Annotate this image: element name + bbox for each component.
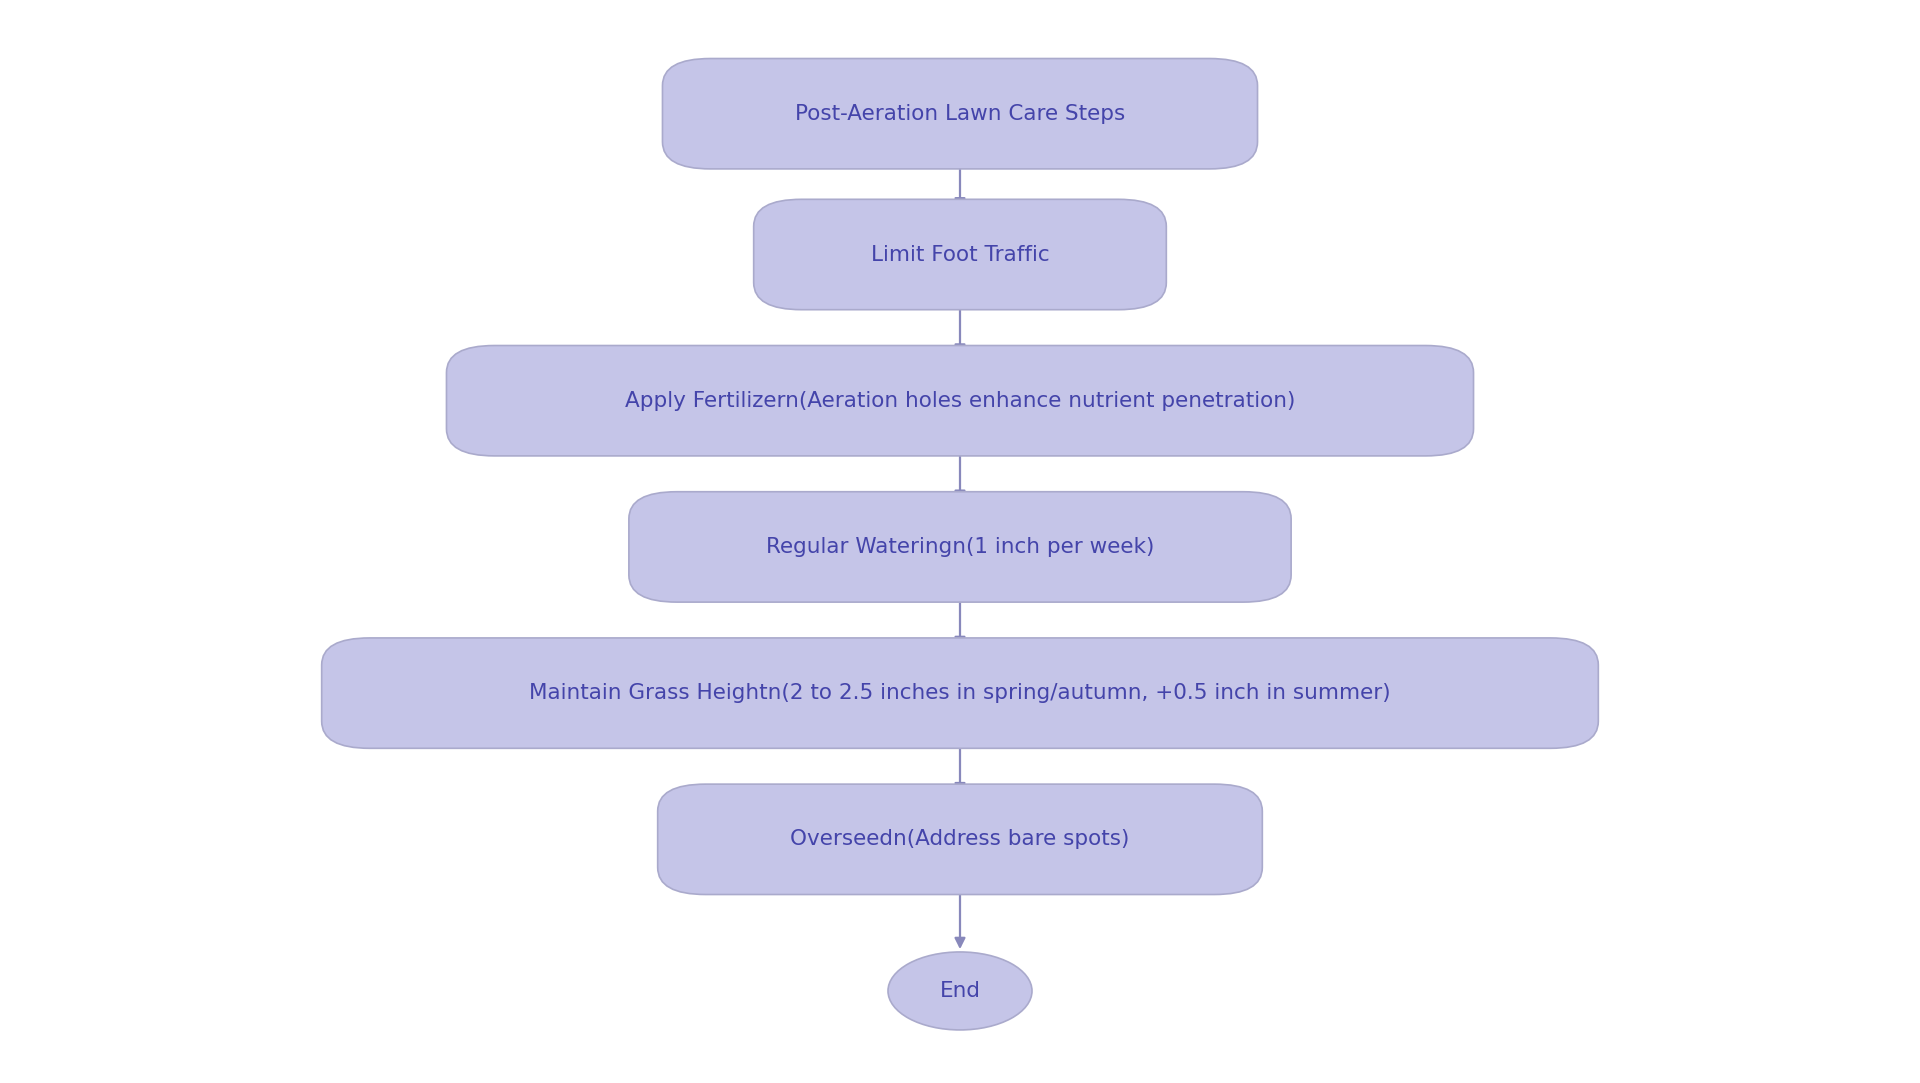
Text: Maintain Grass Heightn(2 to 2.5 inches in spring/autumn, +0.5 inch in summer): Maintain Grass Heightn(2 to 2.5 inches i… (530, 683, 1390, 703)
FancyBboxPatch shape (662, 58, 1258, 169)
FancyBboxPatch shape (447, 345, 1473, 456)
FancyBboxPatch shape (630, 492, 1290, 602)
Text: End: End (939, 981, 981, 1001)
Text: Apply Fertilizern(Aeration holes enhance nutrient penetration): Apply Fertilizern(Aeration holes enhance… (624, 391, 1296, 410)
FancyBboxPatch shape (323, 638, 1597, 748)
FancyBboxPatch shape (755, 199, 1165, 310)
Text: Limit Foot Traffic: Limit Foot Traffic (870, 245, 1050, 264)
Ellipse shape (887, 952, 1033, 1030)
FancyBboxPatch shape (659, 784, 1261, 895)
Text: Post-Aeration Lawn Care Steps: Post-Aeration Lawn Care Steps (795, 104, 1125, 123)
Text: Overseedn(Address bare spots): Overseedn(Address bare spots) (791, 830, 1129, 849)
Text: Regular Wateringn(1 inch per week): Regular Wateringn(1 inch per week) (766, 537, 1154, 557)
